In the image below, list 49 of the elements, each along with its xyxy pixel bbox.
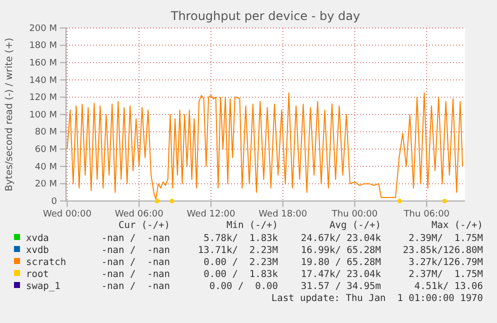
x-tick-label: Wed 00:00 bbox=[42, 209, 92, 220]
text: -nan / -nan bbox=[101, 233, 170, 244]
text: 24.67k/ 23.04k bbox=[300, 233, 382, 244]
y-tick-label: 60 M bbox=[34, 144, 57, 155]
text: 4.51k/ 13.06 bbox=[414, 281, 484, 292]
text: 16.99k/ 65.28M bbox=[300, 245, 382, 256]
text: 13.71k/ 2.23M bbox=[198, 245, 278, 256]
text: -nan / -nan bbox=[101, 269, 170, 280]
text: 23.85k/126.80M bbox=[402, 245, 484, 256]
chart-title: Throughput per device - by day bbox=[170, 9, 360, 23]
text: 0.00 / 1.83k bbox=[204, 269, 278, 280]
y-axis-title: Bytes/second read (-) / write (+) bbox=[4, 38, 15, 192]
legend-label: xvda bbox=[26, 233, 49, 244]
y-tick-label: 80 M bbox=[34, 128, 57, 138]
y-tick-label: 100 M bbox=[29, 110, 57, 120]
text: Max (-/+) bbox=[432, 220, 483, 231]
x-tick-label: Thu 00:00 bbox=[330, 209, 378, 220]
y-tick-label: 0 bbox=[51, 196, 58, 207]
text: Avg (-/+) bbox=[330, 220, 381, 231]
text: -nan / -nan bbox=[101, 245, 170, 256]
text: 17.47k/ 23.04k bbox=[300, 269, 382, 280]
x-tick-label: Wed 18:00 bbox=[258, 209, 308, 220]
text: -nan / -nan bbox=[101, 281, 170, 292]
legend-label: swap_1 bbox=[26, 281, 61, 292]
y-tick-label: 20 M bbox=[34, 180, 57, 190]
x-tick-label: Wed 06:00 bbox=[114, 209, 164, 220]
text: Min (-/+) bbox=[226, 220, 278, 231]
legend-label: xvdb bbox=[26, 245, 50, 256]
text: 31.57 / 34.95m bbox=[300, 281, 382, 292]
y-tick-label: 200 M bbox=[29, 24, 57, 34]
text: 19.80 / 65.28M bbox=[300, 257, 382, 268]
x-tick-label: Thu 06:00 bbox=[402, 209, 450, 220]
text: 0.00 / 0.00 bbox=[209, 281, 278, 292]
y-tick-label: 160 M bbox=[29, 58, 57, 68]
text: -nan / -nan bbox=[101, 257, 170, 268]
x-tick-label: Wed 12:00 bbox=[186, 209, 236, 220]
legend-label: scratch bbox=[26, 257, 66, 268]
text: 0.00 / 2.23M bbox=[204, 257, 278, 268]
y-tick-label: 40 M bbox=[34, 162, 57, 172]
text: 5.78k/ 1.83k bbox=[204, 233, 278, 244]
y-tick-label: 120 M bbox=[29, 93, 57, 104]
text: 2.39M/ 1.75M bbox=[408, 233, 484, 244]
text: 3.27k/126.79M bbox=[408, 257, 484, 268]
y-tick-label: 180 M bbox=[29, 41, 57, 52]
legend-label: root bbox=[26, 269, 49, 280]
text: 2.37M/ 1.75M bbox=[408, 269, 484, 280]
y-tick-label: 140 M bbox=[29, 76, 57, 86]
text: Last update: Thu Jan 1 01:00:00 1970 bbox=[271, 293, 484, 304]
text: Cur (-/+) bbox=[118, 220, 170, 231]
